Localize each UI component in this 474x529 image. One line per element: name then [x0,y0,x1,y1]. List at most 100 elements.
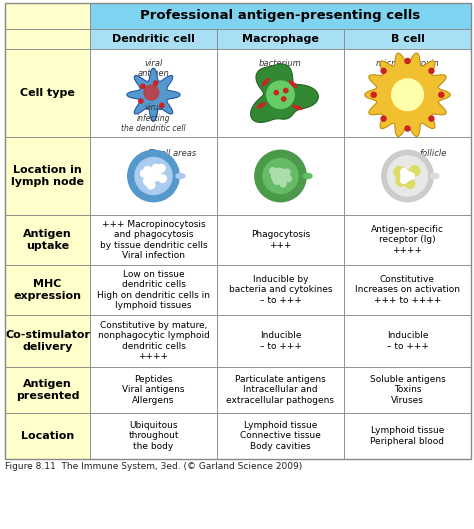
Text: Dendritic cell: Dendritic cell [112,34,195,44]
Circle shape [392,79,423,111]
Circle shape [371,92,376,97]
Circle shape [429,116,434,121]
Bar [90,49,217,137]
Text: virus
infecting
the dendritic cell: virus infecting the dendritic cell [121,103,186,133]
Bar [217,215,344,265]
Text: microbial toxin: microbial toxin [376,59,439,68]
Circle shape [152,165,160,172]
Text: Particulate antigens
Intracellular and
extracellular pathogens: Particulate antigens Intracellular and e… [227,375,335,405]
Text: Lymphoid tissue
Connective tissue
Body cavities: Lymphoid tissue Connective tissue Body c… [240,421,321,451]
Bar [90,367,217,413]
Bar [90,265,217,315]
Text: MHC
expression: MHC expression [13,279,82,301]
Text: Location in
lymph node: Location in lymph node [11,165,84,187]
Bar [217,137,344,215]
Text: Antigen
uptake: Antigen uptake [23,229,72,251]
Text: Lymphoid tissue
Peripheral blood: Lymphoid tissue Peripheral blood [371,426,445,446]
Circle shape [141,84,145,88]
Circle shape [154,81,158,85]
Text: Soluble antigens
Toxins
Viruses: Soluble antigens Toxins Viruses [370,375,446,405]
Bar [344,367,471,413]
Bar [217,29,344,49]
Circle shape [282,97,286,101]
Circle shape [439,92,444,97]
Circle shape [135,158,172,195]
Bar [90,3,471,29]
Text: follicle: follicle [419,149,447,158]
Text: Constitutive by mature,
nonphagocytic lymphoid
dendritic cells
++++: Constitutive by mature, nonphagocytic ly… [98,321,210,361]
Circle shape [274,90,278,95]
Bar [217,413,344,459]
Text: Figure 8.11  The Immune System, 3ed. (© Garland Science 2009): Figure 8.11 The Immune System, 3ed. (© G… [5,462,302,471]
Circle shape [159,175,166,183]
Polygon shape [143,166,162,186]
Bar [90,315,217,367]
Circle shape [381,68,386,74]
Circle shape [285,176,292,181]
Text: Phagocytosis
+++: Phagocytosis +++ [251,230,310,250]
Ellipse shape [293,105,302,110]
Ellipse shape [290,81,297,87]
Circle shape [157,165,165,172]
Bar [5,49,90,137]
Circle shape [405,179,415,188]
Bar [90,215,217,265]
Text: Peptides
Viral antigens
Allergens: Peptides Viral antigens Allergens [122,375,185,405]
Text: Macrophage: Macrophage [242,34,319,44]
Text: Low on tissue
dendritic cells
High on dendritic cells in
lymphoid tissues: Low on tissue dendritic cells High on de… [97,270,210,310]
Text: bacterium: bacterium [259,59,302,68]
Bar [344,265,471,315]
Bar [5,265,90,315]
Circle shape [270,168,276,174]
Circle shape [381,116,386,121]
Bar [217,315,344,367]
Circle shape [160,103,164,107]
Circle shape [405,126,410,131]
Text: Cell type: Cell type [20,88,75,98]
Text: Inducible
– to +++: Inducible – to +++ [260,331,301,351]
Bar [344,49,471,137]
Bar [5,29,90,49]
Text: Constitutive
Increases on activation
+++ to ++++: Constitutive Increases on activation +++… [355,275,460,305]
Circle shape [272,168,287,184]
Circle shape [404,170,411,177]
Ellipse shape [430,174,439,179]
Circle shape [284,169,290,175]
Circle shape [429,68,434,74]
Bar [217,367,344,413]
Circle shape [141,170,148,177]
Text: Inducible by
bacteria and cytokines
– to +++: Inducible by bacteria and cytokines – to… [229,275,332,305]
Bar [5,367,90,413]
Ellipse shape [176,174,185,179]
Bar [344,315,471,367]
Bar [344,215,471,265]
Bar [90,137,217,215]
Circle shape [147,181,155,189]
Circle shape [396,176,406,186]
Text: Professional antigen-presenting cells: Professional antigen-presenting cells [140,10,420,23]
Bar [5,3,471,459]
Text: +++ Macropinocytosis
and phagocytosis
by tissue dendritic cells
Viral infection: +++ Macropinocytosis and phagocytosis by… [100,220,207,260]
Bar [90,29,217,49]
Bar [5,3,90,29]
Text: viral
antigen: viral antigen [137,59,169,78]
Text: T-cell areas: T-cell areas [149,149,196,158]
Circle shape [139,99,143,103]
Circle shape [267,81,294,108]
Ellipse shape [262,79,269,86]
Circle shape [128,150,179,202]
Bar [344,413,471,459]
Circle shape [405,58,410,63]
Bar [90,413,217,459]
Polygon shape [127,68,180,121]
Text: Inducible
– to +++: Inducible – to +++ [387,331,428,351]
Bar [5,137,90,215]
Bar [344,137,471,215]
Bar [217,265,344,315]
Text: Antigen-specific
receptor (Ig)
++++: Antigen-specific receptor (Ig) ++++ [371,225,444,255]
Circle shape [144,85,159,100]
Circle shape [394,167,405,178]
Bar [5,215,90,265]
Circle shape [280,180,286,187]
Circle shape [273,178,280,184]
